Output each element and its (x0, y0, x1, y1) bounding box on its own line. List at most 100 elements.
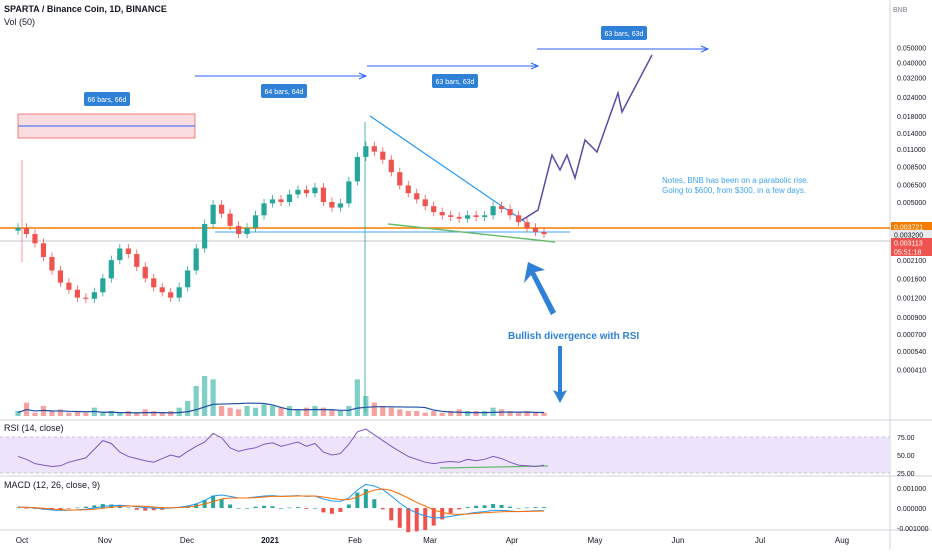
candle[interactable] (235, 225, 242, 235)
candle[interactable] (244, 227, 250, 235)
candle[interactable] (278, 199, 284, 202)
candle[interactable] (431, 206, 437, 213)
candle[interactable] (66, 282, 72, 290)
candle[interactable] (142, 266, 148, 279)
bars-range-tag[interactable] (84, 92, 130, 106)
price-label: 05:51:18 (894, 250, 921, 257)
candle[interactable] (465, 215, 471, 219)
candle[interactable] (32, 234, 38, 244)
candle[interactable] (108, 260, 114, 279)
rsi-layer (17, 428, 545, 468)
candle[interactable] (57, 270, 64, 283)
macd-histogram-bar (474, 505, 479, 508)
candle[interactable] (524, 222, 530, 228)
divergence-arrow-up[interactable] (524, 262, 556, 315)
candle[interactable] (532, 227, 539, 232)
bars-range-tag[interactable] (601, 26, 647, 40)
bars-range-tag[interactable] (432, 74, 478, 88)
candle[interactable] (49, 257, 55, 271)
price-tick-label: 0.014000 (897, 131, 926, 138)
candle[interactable] (23, 227, 30, 235)
candle[interactable] (125, 248, 131, 255)
candle[interactable] (74, 289, 80, 298)
candle[interactable] (227, 213, 233, 226)
candle[interactable] (91, 292, 97, 299)
candle[interactable] (117, 248, 123, 261)
volume-bar (252, 407, 259, 416)
macd-histogram-bar (245, 508, 250, 509)
candle[interactable] (100, 278, 106, 293)
candle[interactable] (337, 203, 343, 208)
candle[interactable] (405, 185, 411, 194)
price-label-bg (891, 230, 932, 239)
volume-bar (422, 412, 428, 416)
candle[interactable] (269, 199, 276, 204)
candles-layer (15, 141, 547, 303)
candle[interactable] (490, 206, 496, 216)
macd-histogram-bar (287, 507, 292, 509)
macd-histogram-bar (321, 508, 326, 513)
candle[interactable] (482, 215, 488, 217)
x-axis-label: Oct (16, 536, 29, 545)
candle[interactable] (380, 151, 386, 160)
candle[interactable] (448, 215, 454, 217)
candle[interactable] (422, 199, 428, 207)
candle[interactable] (168, 292, 174, 298)
candle[interactable] (397, 172, 403, 186)
candle[interactable] (541, 231, 547, 235)
candle[interactable] (202, 224, 208, 249)
volume-bar (159, 412, 165, 416)
price-label: 0.003721 (894, 225, 923, 232)
candle[interactable] (414, 193, 420, 200)
candle[interactable] (295, 189, 301, 195)
candle[interactable] (176, 287, 182, 298)
candle[interactable] (473, 215, 479, 217)
candle[interactable] (320, 187, 327, 202)
candle[interactable] (498, 206, 505, 210)
rsi-label: RSI (14, close) (4, 423, 64, 433)
candle[interactable] (329, 202, 335, 208)
candle[interactable] (159, 287, 165, 293)
candle[interactable] (354, 156, 360, 182)
candle[interactable] (286, 194, 293, 202)
volume-bar (57, 409, 64, 416)
candle[interactable] (515, 215, 522, 223)
x-axis-label: Jun (672, 536, 685, 545)
candle[interactable] (83, 297, 89, 299)
price-tick-label: 0.006500 (897, 182, 926, 189)
candle[interactable] (151, 278, 157, 288)
descending-trendline[interactable] (369, 115, 526, 223)
candle[interactable] (252, 215, 259, 228)
candle[interactable] (40, 243, 47, 258)
projection-path[interactable] (521, 54, 653, 221)
candle[interactable] (312, 187, 318, 194)
candle[interactable] (388, 159, 394, 173)
price-tick-label: 0.005000 (897, 200, 926, 207)
macd-histogram-bar (262, 505, 267, 508)
candle[interactable] (261, 203, 267, 216)
candle[interactable] (346, 181, 352, 204)
candle[interactable] (134, 254, 140, 267)
candle[interactable] (210, 204, 216, 225)
candle[interactable] (193, 248, 199, 271)
candle[interactable] (303, 189, 310, 194)
volume-bar (151, 411, 157, 416)
candle[interactable] (439, 212, 445, 216)
candle[interactable] (185, 270, 191, 288)
volume-bar (337, 411, 343, 416)
price-tick-label: 0.050000 (897, 46, 926, 53)
macd-histogram-bar (406, 508, 411, 533)
volume-bar (125, 411, 131, 416)
candle[interactable] (456, 216, 462, 219)
candle[interactable] (507, 209, 513, 216)
bars-range-tag[interactable] (261, 84, 307, 98)
green-trendline[interactable] (387, 223, 556, 243)
candle[interactable] (15, 227, 21, 231)
macd-histogram-bar (372, 499, 377, 508)
candle[interactable] (363, 146, 369, 157)
divergence-arrow-down[interactable] (553, 346, 567, 403)
candle[interactable] (371, 146, 377, 152)
candle[interactable] (219, 204, 225, 214)
volume-bar (66, 412, 72, 416)
